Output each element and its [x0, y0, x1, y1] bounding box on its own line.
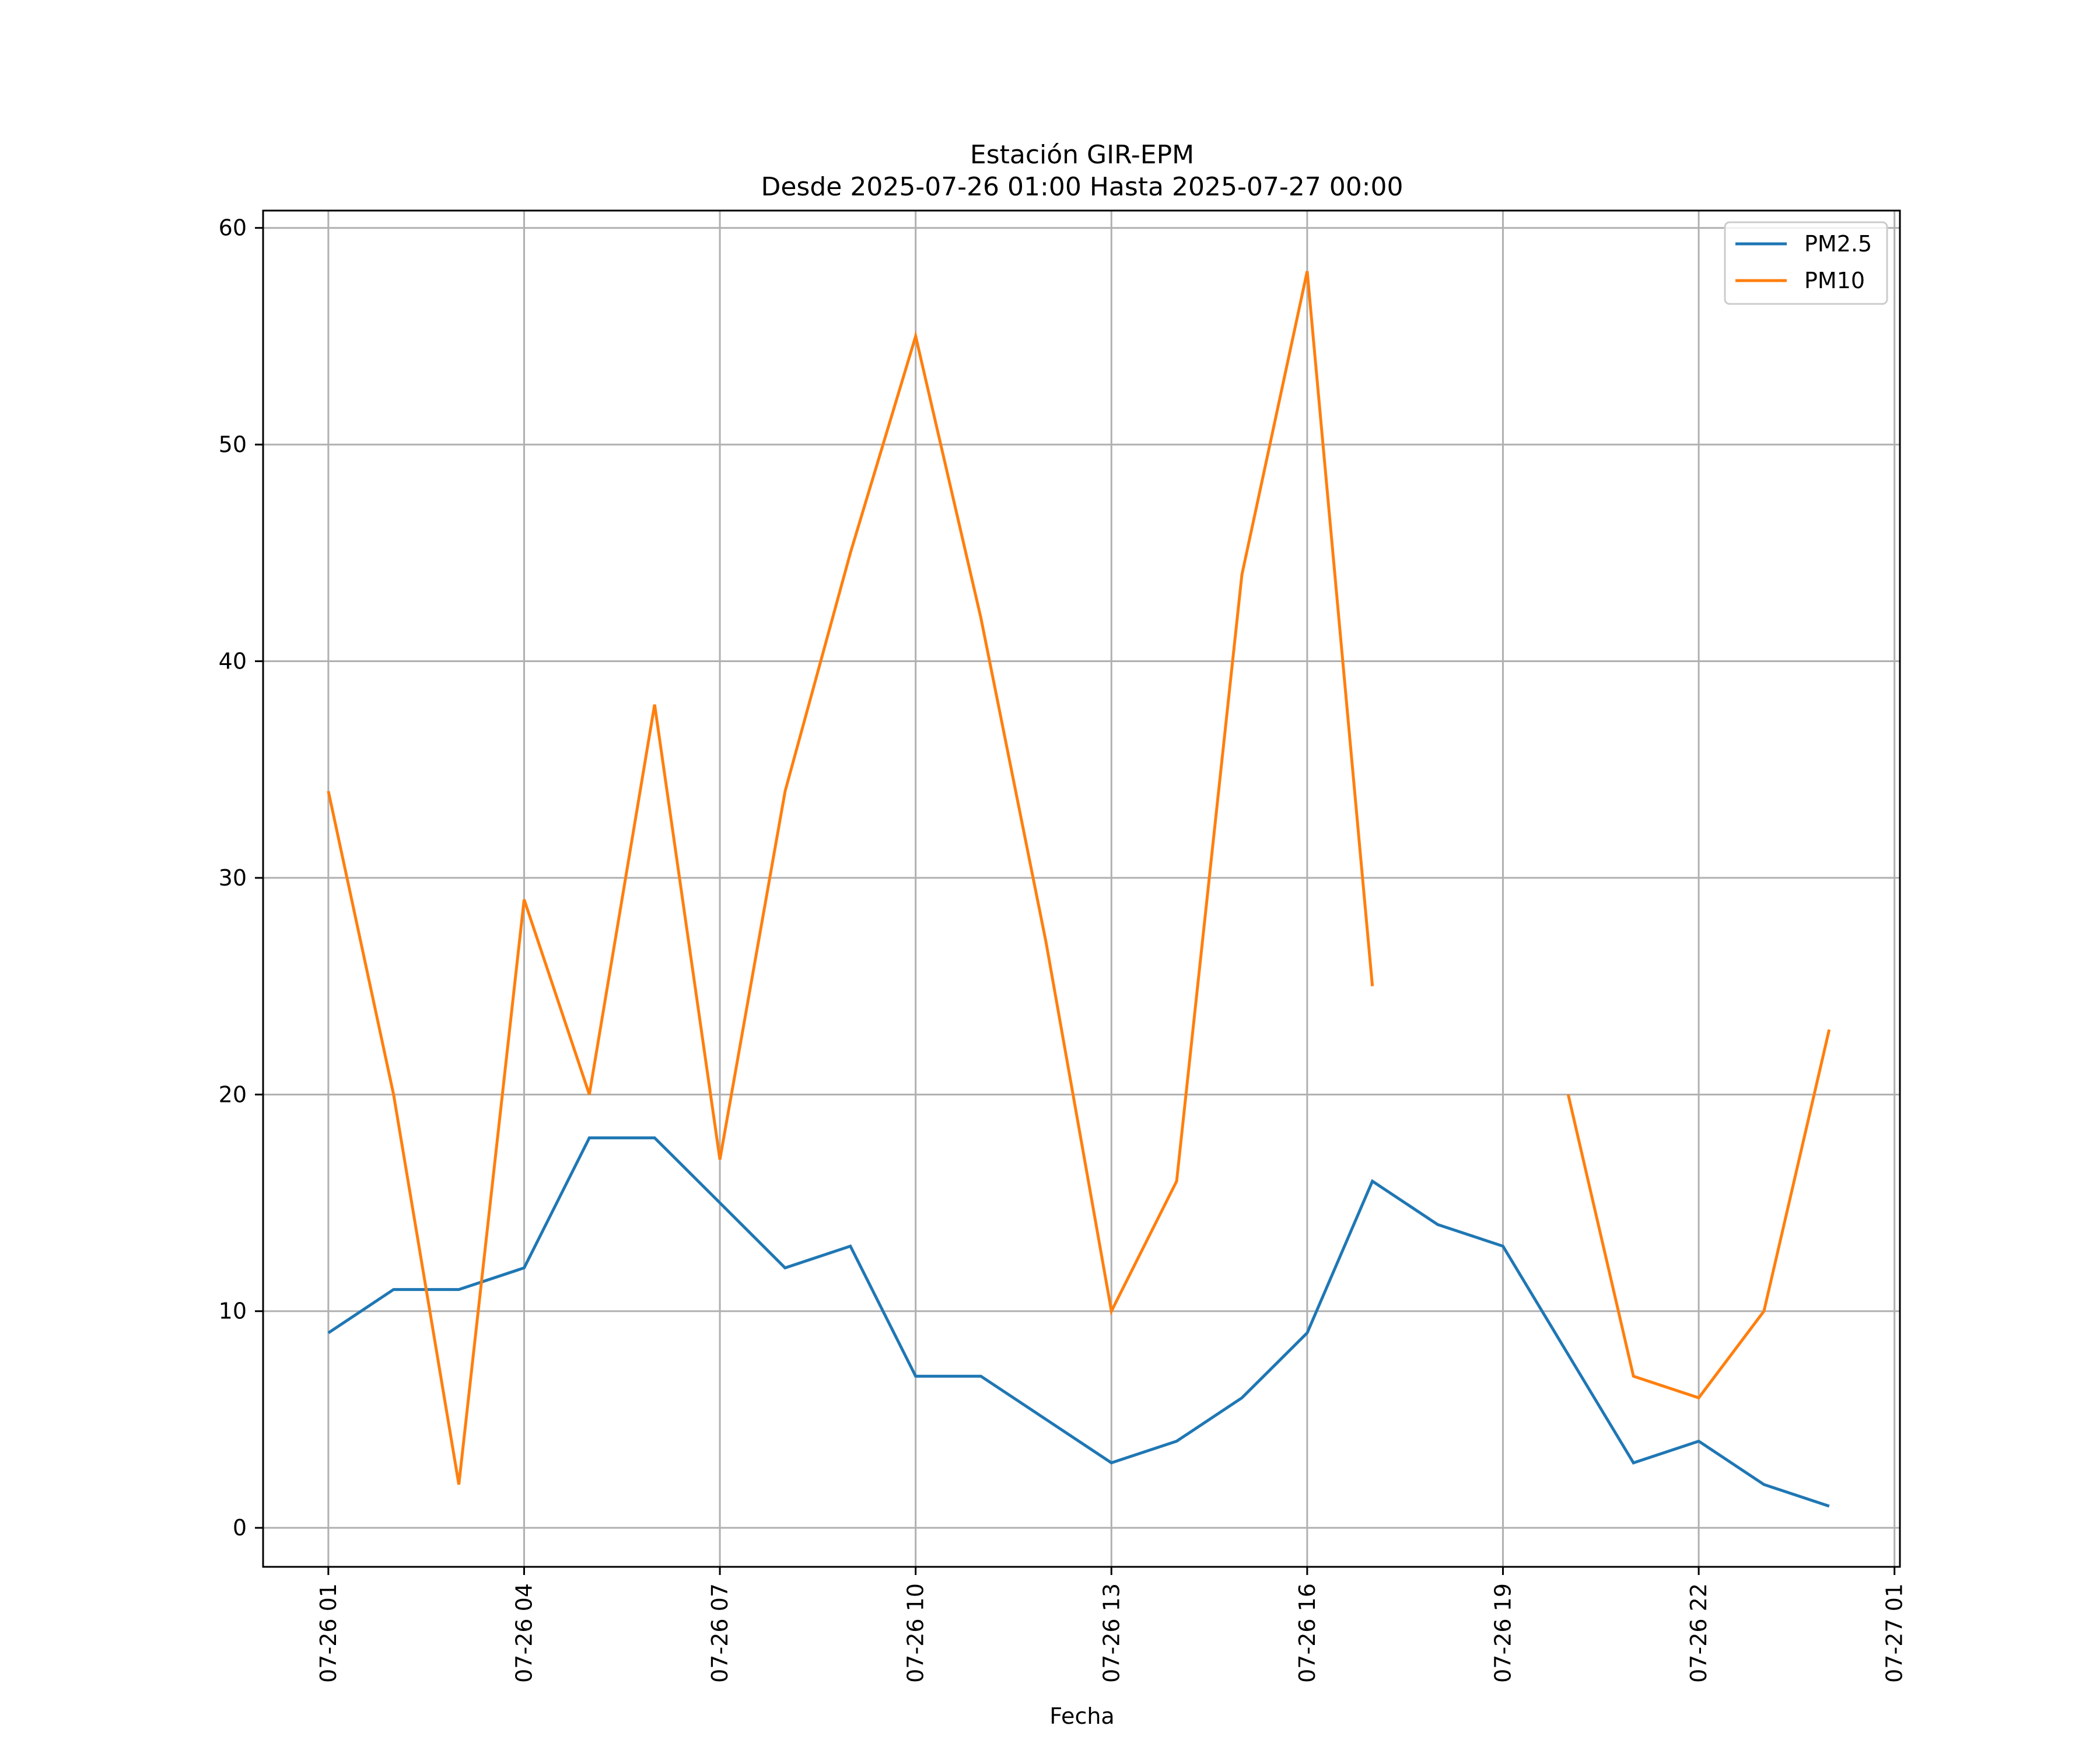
x-tick-label: 07-26 07: [707, 1583, 733, 1683]
legend-label-pm10: PM10: [1804, 268, 1865, 293]
x-tick-label: 07-26 16: [1294, 1583, 1320, 1683]
x-tick-label: 07-26 10: [903, 1583, 929, 1683]
x-tick-label: 07-26 04: [511, 1583, 537, 1683]
x-axis-ticks: 07-26 01 07-26 04 07-26 07 07-26 10 07-26 13…: [316, 1567, 1908, 1683]
x-tick-label: 07-26 01: [316, 1583, 341, 1683]
x-tick-label: 07-26 19: [1490, 1583, 1516, 1683]
chart-title-line1: Estación GIR-EPM: [970, 140, 1194, 170]
x-tick-label: 07-26 13: [1098, 1583, 1124, 1683]
plot-frame: [262, 209, 1901, 1568]
grid-lines: [263, 211, 1900, 1567]
y-tick-label: 20: [219, 1082, 247, 1107]
series-line-pm10: [327, 271, 1831, 1485]
legend: PM2.5 PM10: [1724, 221, 1888, 305]
x-tick-label: 07-26 22: [1686, 1583, 1712, 1683]
series-lines: [327, 271, 1831, 1508]
y-tick-label: 10: [219, 1298, 247, 1324]
y-tick-label: 40: [219, 649, 247, 674]
y-tick-label: 50: [219, 432, 247, 457]
y-tick-label: 60: [219, 215, 247, 241]
x-axis-label: Fecha: [1049, 1703, 1114, 1729]
legend-label-pm25: PM2.5: [1804, 231, 1872, 257]
y-axis-ticks: 0 10 20 30 40 50 60: [219, 215, 263, 1541]
series-line-pm25: [327, 1136, 1830, 1508]
chart-title-line2: Desde 2025-07-26 01:00 Hasta 2025-07-27 …: [761, 172, 1403, 202]
x-tick-label: 07-27 01: [1882, 1583, 1908, 1683]
y-tick-label: 30: [219, 865, 247, 891]
y-tick-label: 0: [233, 1515, 247, 1541]
